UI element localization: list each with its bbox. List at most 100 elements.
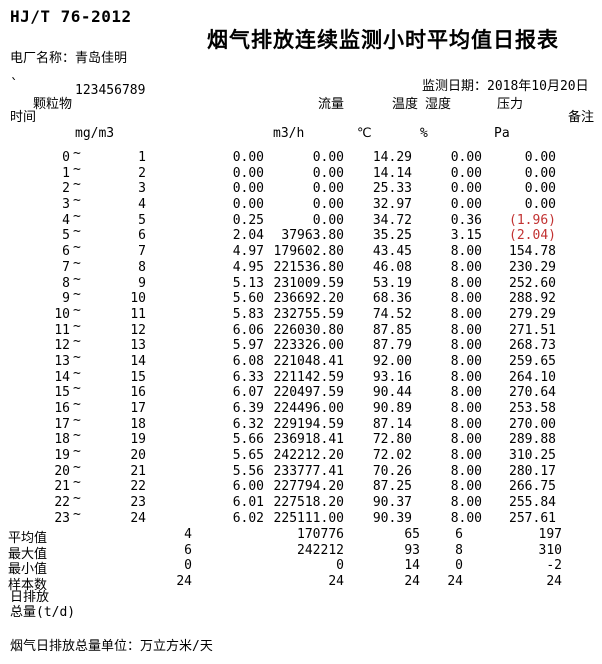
hour-start: 14 xyxy=(54,369,70,385)
humidity-value: 8.00 xyxy=(450,338,482,354)
tilde-separator: ~ xyxy=(73,224,81,240)
temperature-value: 70.26 xyxy=(372,463,412,479)
humidity-value: 8.00 xyxy=(450,275,482,291)
pressure-value: 230.29 xyxy=(509,259,556,275)
hour-start: 5 xyxy=(62,228,70,244)
tick-mark: ` xyxy=(10,77,19,93)
pm-value: 5.97 xyxy=(232,338,264,354)
table-row: 2 ~3 0.00 0.00 25.33 0.00 0.00 xyxy=(0,177,602,197)
temperature-value: 90.44 xyxy=(372,385,412,401)
humidity-value: 8.00 xyxy=(450,322,482,338)
hour-start: 1 xyxy=(62,165,70,181)
pm-summary: 24 xyxy=(176,574,192,590)
tilde-separator: ~ xyxy=(73,412,81,428)
pressure-summary: 197 xyxy=(538,527,562,542)
pm-value: 6.08 xyxy=(232,353,264,369)
pm-value: 6.07 xyxy=(232,385,264,401)
flow-value: 229194.59 xyxy=(273,416,344,432)
flow-value: 221048.41 xyxy=(273,353,344,369)
table-row: 3 ~4 0.00 0.00 32.97 0.00 0.00 xyxy=(0,193,602,213)
pressure-value: 259.65 xyxy=(509,353,556,369)
column-header-temperature: 温度 xyxy=(392,97,419,112)
humidity-value: 8.00 xyxy=(450,448,482,464)
temperature-value: 93.16 xyxy=(372,369,412,385)
humidity-value: 8.00 xyxy=(450,291,482,307)
flow-value: 0.00 xyxy=(312,197,344,213)
monitor-date: 监测日期：2018年10月20日 xyxy=(422,79,589,94)
table-row: 22 ~23 6.01 227518.20 90.37 8.00 255.84 xyxy=(0,491,602,511)
hour-end: 21 xyxy=(130,463,146,479)
flow-value: 233777.41 xyxy=(273,463,344,479)
tilde-separator: ~ xyxy=(73,287,81,303)
hour-end: 5 xyxy=(138,212,146,228)
table-row: 13 ~14 6.08 221048.41 92.00 8.00 259.65 xyxy=(0,350,602,370)
temperature-value: 43.45 xyxy=(372,244,412,260)
humidity-value: 8.00 xyxy=(450,510,482,526)
table-row: 0 ~1 0.00 0.00 14.29 0.00 0.00 xyxy=(0,146,602,166)
temperature-summary: 93 xyxy=(404,542,420,558)
temperature-value: 46.08 xyxy=(372,259,412,275)
tilde-separator: ~ xyxy=(73,381,81,397)
hour-start: 19 xyxy=(54,448,70,464)
unit-pressure: Pa xyxy=(494,126,510,141)
flow-value: 226030.80 xyxy=(273,322,344,338)
pressure-value: 270.64 xyxy=(509,385,556,401)
daily-emission-label-line2: 总量(t/d) xyxy=(10,605,76,620)
humidity-value: 0.00 xyxy=(450,150,482,165)
hour-end: 22 xyxy=(130,479,146,495)
pm-value: 0.00 xyxy=(232,181,264,197)
column-header-remark: 备注 xyxy=(568,110,595,125)
table-row: 18 ~19 5.66 236918.41 72.80 8.00 289.88 xyxy=(0,428,602,448)
temperature-value: 68.36 xyxy=(372,291,412,307)
pressure-value: 0.00 xyxy=(524,197,556,213)
table-row: 8 ~9 5.13 231009.59 53.19 8.00 252.60 xyxy=(0,272,602,292)
flow-value: 224496.00 xyxy=(273,401,344,416)
tilde-separator: ~ xyxy=(73,349,81,365)
flow-value: 37963.80 xyxy=(281,228,344,244)
table-row: 10 ~11 5.83 232755.59 74.52 8.00 279.29 xyxy=(0,303,602,323)
flow-value: 223326.00 xyxy=(273,338,344,354)
daily-emission-label-line1: 日排放 xyxy=(10,590,50,605)
pm-value: 5.83 xyxy=(232,306,264,322)
temperature-value: 72.80 xyxy=(372,432,412,448)
humidity-value: 8.00 xyxy=(450,244,482,260)
tilde-separator: ~ xyxy=(73,444,81,460)
hour-end: 19 xyxy=(130,432,146,448)
pm-value: 6.39 xyxy=(232,401,264,416)
hour-end: 16 xyxy=(130,385,146,401)
unit-flow: m3/h xyxy=(273,126,305,141)
summary-row: 最大值 6 242212 93 8 310 xyxy=(0,542,602,562)
hour-end: 4 xyxy=(138,197,146,213)
pressure-value: 154.78 xyxy=(509,244,556,260)
flow-summary: 170776 xyxy=(297,527,344,542)
tilde-separator: ~ xyxy=(73,302,81,318)
pressure-value: 0.00 xyxy=(524,181,556,197)
humidity-value: 8.00 xyxy=(450,416,482,432)
humidity-summary: 0 xyxy=(455,558,463,574)
hour-end: 6 xyxy=(138,228,146,244)
temperature-value: 90.89 xyxy=(372,401,412,416)
hour-start: 0 xyxy=(62,150,70,165)
pressure-value: 0.00 xyxy=(524,165,556,181)
column-header-flow: 流量 xyxy=(318,97,345,112)
humidity-summary: 8 xyxy=(455,542,463,558)
hour-start: 21 xyxy=(54,479,70,495)
humidity-value: 8.00 xyxy=(450,463,482,479)
flow-summary: 242212 xyxy=(297,542,344,558)
hourly-rows: 0 ~1 0.00 0.00 14.29 0.00 0.00 1 ~2 0.00 0.00 14.14… xyxy=(0,146,602,527)
pressure-value: (2.04) xyxy=(509,228,556,244)
flow-value: 236692.20 xyxy=(273,291,344,307)
pm-value: 5.60 xyxy=(232,291,264,307)
pm-value: 0.00 xyxy=(232,197,264,213)
temperature-value: 90.39 xyxy=(372,510,412,526)
summary-label: 最大值 xyxy=(8,546,48,562)
pressure-value: 0.00 xyxy=(524,150,556,165)
temperature-value: 34.72 xyxy=(372,212,412,228)
pm-value: 4.95 xyxy=(232,259,264,275)
tilde-separator: ~ xyxy=(73,161,81,177)
hour-start: 18 xyxy=(54,432,70,448)
hour-end: 11 xyxy=(130,306,146,322)
pm-summary: 4 xyxy=(184,527,192,542)
humidity-value: 8.00 xyxy=(450,353,482,369)
summary-label: 样本数 xyxy=(8,578,48,594)
